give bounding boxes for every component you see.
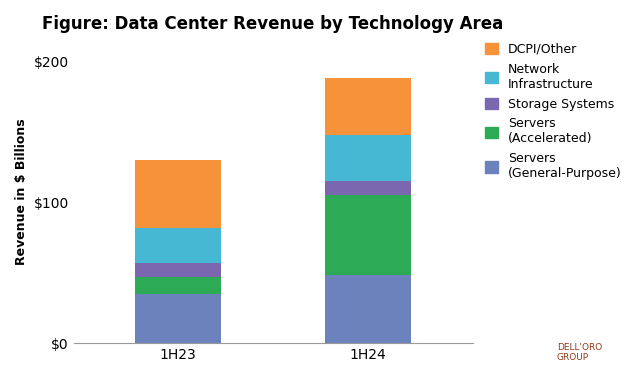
Bar [136,294,221,343]
Bar [136,263,221,277]
Bar [136,160,221,228]
Legend: DCPI/Other, Network
Infrastructure, Storage Systems, Servers
(Accelerated), Serv: DCPI/Other, Network Infrastructure, Stor… [483,40,624,183]
Bar [136,277,221,294]
Bar [136,228,221,263]
Bar [325,276,411,343]
Bar [325,195,411,276]
Title: Figure: Data Center Revenue by Technology Area: Figure: Data Center Revenue by Technolog… [42,15,504,33]
Bar [325,181,411,195]
Y-axis label: Revenue in $ Billions: Revenue in $ Billions [15,118,28,265]
Text: DELL'ORO
GROUP: DELL'ORO GROUP [557,343,602,362]
Bar [325,78,411,135]
Bar [325,135,411,181]
